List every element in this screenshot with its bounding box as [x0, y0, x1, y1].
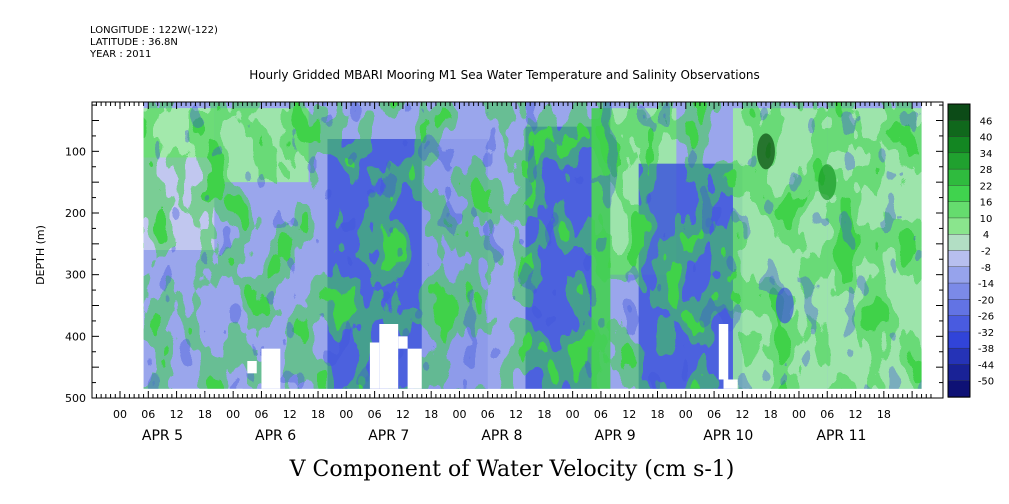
negative-blotches — [143, 102, 922, 389]
colorbar-label: -44 — [978, 360, 994, 371]
x-tick-label: 12 — [283, 408, 297, 421]
colorbar-swatch — [947, 201, 971, 219]
x-tick-label: 12 — [622, 408, 636, 421]
colorbar-swatch — [947, 331, 971, 349]
x-tick-label: 06 — [481, 408, 495, 421]
colorbar-label: -2 — [981, 247, 991, 258]
colorbar-label: 46 — [980, 116, 993, 127]
missing-data-gap — [398, 336, 408, 349]
y-tick-label: 300 — [65, 269, 86, 282]
missing-data-gap — [379, 324, 399, 389]
longitude-label: LONGITUDE : 122W(-122) — [90, 25, 218, 36]
y-tick-label: 200 — [65, 207, 86, 220]
colorbar-label: -14 — [978, 279, 994, 290]
year-label: YEAR : 2011 — [90, 49, 152, 60]
colorbar-swatch — [947, 103, 971, 121]
x-tick-label: 00 — [679, 408, 693, 421]
colorbar-frame — [947, 103, 971, 398]
x-tick-label: 18 — [651, 408, 665, 421]
colorbar-label: -50 — [978, 377, 994, 388]
x-tick-label: 06 — [254, 408, 268, 421]
colorbar-label: 10 — [980, 214, 993, 225]
x-axis-label: V Component of Water Velocity (cm s-1) — [289, 457, 735, 482]
colorbar-swatch — [947, 136, 971, 154]
colorbar: 46 40 34 28 22 16 10 4 -2 -8 -14 -20 -26 -32 -38 -44 -50 — [947, 103, 994, 398]
x-day-label: APR 11 — [816, 428, 866, 444]
x-tick-label: 18 — [764, 408, 778, 421]
missing-data-gap — [261, 348, 281, 389]
colorbar-swatch — [947, 347, 971, 366]
colorbar-label: -8 — [981, 263, 991, 274]
x-tick-label: 18 — [311, 408, 325, 421]
x-tick-label: 00 — [566, 408, 580, 421]
colorbar-swatch — [947, 185, 971, 203]
velocity-core — [818, 164, 837, 201]
missing-data-gap — [723, 379, 738, 389]
x-tick-label: 06 — [368, 408, 382, 421]
missing-data-gap — [718, 324, 729, 380]
velocity-core — [775, 287, 794, 324]
missing-data-gap — [407, 348, 422, 389]
x-tick-label: 00 — [113, 408, 127, 421]
latitude-label: LATITUDE : 36.8N — [90, 37, 178, 48]
x-tick-label: 06 — [594, 408, 608, 421]
colorbar-label: 40 — [980, 133, 993, 144]
x-tick-label: 00 — [226, 408, 240, 421]
colorbar-label: 28 — [980, 165, 993, 176]
colorbar-label: -26 — [978, 312, 994, 323]
x-tick-label: 18 — [198, 408, 212, 421]
colorbar-label: 4 — [983, 230, 989, 241]
colorbar-swatch — [947, 299, 971, 317]
y-tick-label: 400 — [65, 330, 86, 343]
plot-frame — [91, 101, 944, 399]
axes: 00 06 12 18 00 06 12 18 00 06 12 18 00 06 12 18 00 06 12 18… — [65, 101, 944, 444]
colorbar-label: 22 — [980, 181, 993, 192]
colorbar-label: 34 — [980, 149, 993, 160]
colorbar-label: -32 — [978, 328, 994, 339]
x-tick-label: 06 — [141, 408, 155, 421]
colorbar-swatch — [947, 120, 971, 138]
colorbar-label: -38 — [978, 344, 994, 355]
chart-title: Hourly Gridded MBARI Mooring M1 Sea Wate… — [249, 68, 760, 82]
x-tick-label: 00 — [339, 408, 353, 421]
plot-area — [143, 102, 922, 389]
colorbar-swatch — [947, 364, 971, 382]
x-tick-label: 00 — [792, 408, 806, 421]
y-tick-label: 100 — [65, 145, 86, 158]
colorbar-swatch — [947, 217, 971, 235]
x-tick-label: 12 — [396, 408, 410, 421]
colorbar-label: 16 — [980, 198, 993, 209]
colorbar-swatch — [947, 250, 971, 268]
colorbar-swatch — [947, 380, 971, 398]
x-tick-label: 18 — [424, 408, 438, 421]
x-day-label: APR 7 — [368, 428, 409, 444]
x-day-label: APR 5 — [142, 428, 183, 444]
x-tick-label: 12 — [170, 408, 184, 421]
colorbar-swatch — [947, 168, 971, 187]
x-tick-label: 00 — [452, 408, 466, 421]
y-tick-label: 500 — [65, 392, 86, 405]
missing-data-gap — [369, 342, 380, 389]
x-day-label: APR 8 — [481, 428, 522, 444]
x-tick-label: 12 — [735, 408, 749, 421]
colorbar-swatch — [947, 282, 971, 301]
x-day-label: APR 6 — [255, 428, 296, 444]
x-day-label: APR 9 — [595, 428, 636, 444]
y-axis-label: DEPTH (m) — [34, 225, 47, 285]
colorbar-swatch — [947, 152, 971, 170]
x-tick-label: 12 — [509, 408, 523, 421]
velocity-core — [756, 133, 775, 170]
x-day-label: APR 10 — [703, 428, 753, 444]
colorbar-swatch — [947, 234, 971, 252]
colorbar-swatch — [947, 315, 971, 333]
x-tick-label: 06 — [820, 408, 834, 421]
x-tick-label: 18 — [877, 408, 891, 421]
missing-data-gap — [247, 361, 257, 374]
x-tick-label: 06 — [707, 408, 721, 421]
colorbar-label: -20 — [978, 295, 994, 306]
colorbar-swatch — [947, 266, 971, 284]
x-tick-label: 18 — [537, 408, 551, 421]
x-tick-label: 12 — [849, 408, 863, 421]
